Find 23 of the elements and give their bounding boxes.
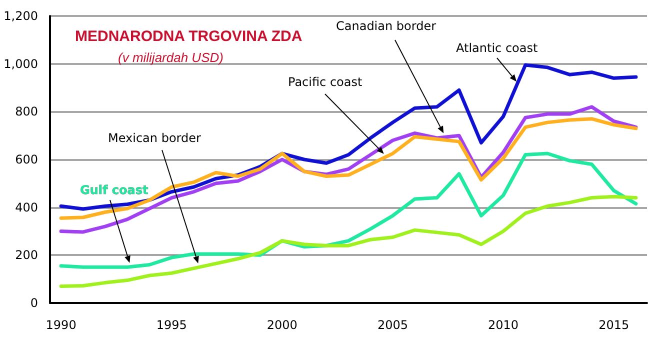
- x-tick-label: 1995: [156, 318, 187, 332]
- text: Gulf coast: [80, 183, 148, 197]
- y-tick-label: 200: [15, 248, 38, 262]
- y-tick-label: 0: [30, 296, 38, 310]
- x-tick-label: 1990: [46, 318, 76, 332]
- series-label: Atlantic coast: [456, 41, 538, 55]
- x-tick-label: 2015: [598, 318, 630, 332]
- text: MEDNARODNA TRGOVINA ZDA: [75, 28, 302, 45]
- y-tick-label: 1,200: [4, 9, 38, 23]
- x-tick-label: 2005: [377, 318, 408, 332]
- line-series: [59, 117, 638, 220]
- y-tick-label: 1,000: [4, 56, 38, 71]
- text: Canadian border: [336, 19, 436, 33]
- y-tick-label: 400: [15, 200, 38, 214]
- x-tick-label: 2010: [488, 318, 519, 332]
- line-series: [59, 194, 638, 288]
- y-tick-label: 800: [15, 104, 38, 119]
- text: Mexican border: [108, 131, 202, 145]
- y-tick-label: 600: [15, 152, 38, 166]
- x-tick-label: 2000: [266, 318, 298, 332]
- text: (v milijardah USD): [118, 50, 224, 65]
- text: Pacific coast: [288, 75, 362, 89]
- line-series: [59, 105, 638, 234]
